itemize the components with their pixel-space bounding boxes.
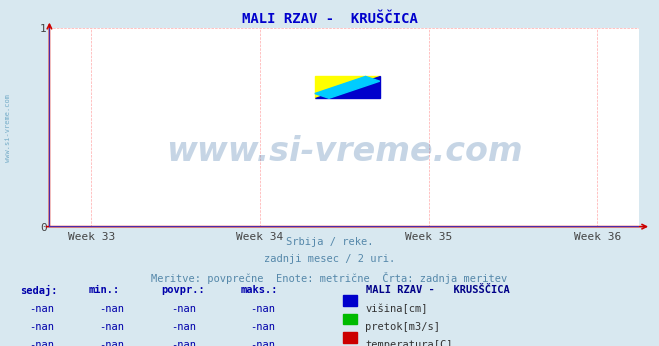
Text: MALI RZAV -   KRUSŠČICA: MALI RZAV - KRUSŠČICA xyxy=(366,285,509,295)
Text: pretok[m3/s]: pretok[m3/s] xyxy=(365,322,440,332)
Text: povpr.:: povpr.: xyxy=(161,285,205,295)
Polygon shape xyxy=(315,76,380,98)
Text: -nan: -nan xyxy=(171,304,196,314)
Text: -nan: -nan xyxy=(171,322,196,332)
Text: -nan: -nan xyxy=(30,304,55,314)
Text: sedaj:: sedaj: xyxy=(20,285,57,297)
Text: Meritve: povprečne  Enote: metrične  Črta: zadnja meritev: Meritve: povprečne Enote: metrične Črta:… xyxy=(152,272,507,284)
Text: -nan: -nan xyxy=(250,322,275,332)
Text: -nan: -nan xyxy=(171,340,196,346)
Text: zadnji mesec / 2 uri.: zadnji mesec / 2 uri. xyxy=(264,254,395,264)
Text: www.si-vreme.com: www.si-vreme.com xyxy=(5,94,11,162)
Polygon shape xyxy=(315,76,380,98)
Text: višina[cm]: višina[cm] xyxy=(365,304,428,314)
Text: -nan: -nan xyxy=(99,304,124,314)
Text: -nan: -nan xyxy=(99,322,124,332)
Text: www.si-vreme.com: www.si-vreme.com xyxy=(166,135,523,167)
Text: temperatura[C]: temperatura[C] xyxy=(365,340,453,346)
Text: maks.:: maks.: xyxy=(241,285,278,295)
Text: -nan: -nan xyxy=(30,322,55,332)
Text: -nan: -nan xyxy=(99,340,124,346)
Text: -nan: -nan xyxy=(30,340,55,346)
Text: min.:: min.: xyxy=(89,285,120,295)
Text: Srbija / reke.: Srbija / reke. xyxy=(286,237,373,247)
Text: -nan: -nan xyxy=(250,304,275,314)
Polygon shape xyxy=(315,76,380,98)
Text: MALI RZAV -  KRUŠČICA: MALI RZAV - KRUŠČICA xyxy=(242,12,417,26)
Text: -nan: -nan xyxy=(250,340,275,346)
